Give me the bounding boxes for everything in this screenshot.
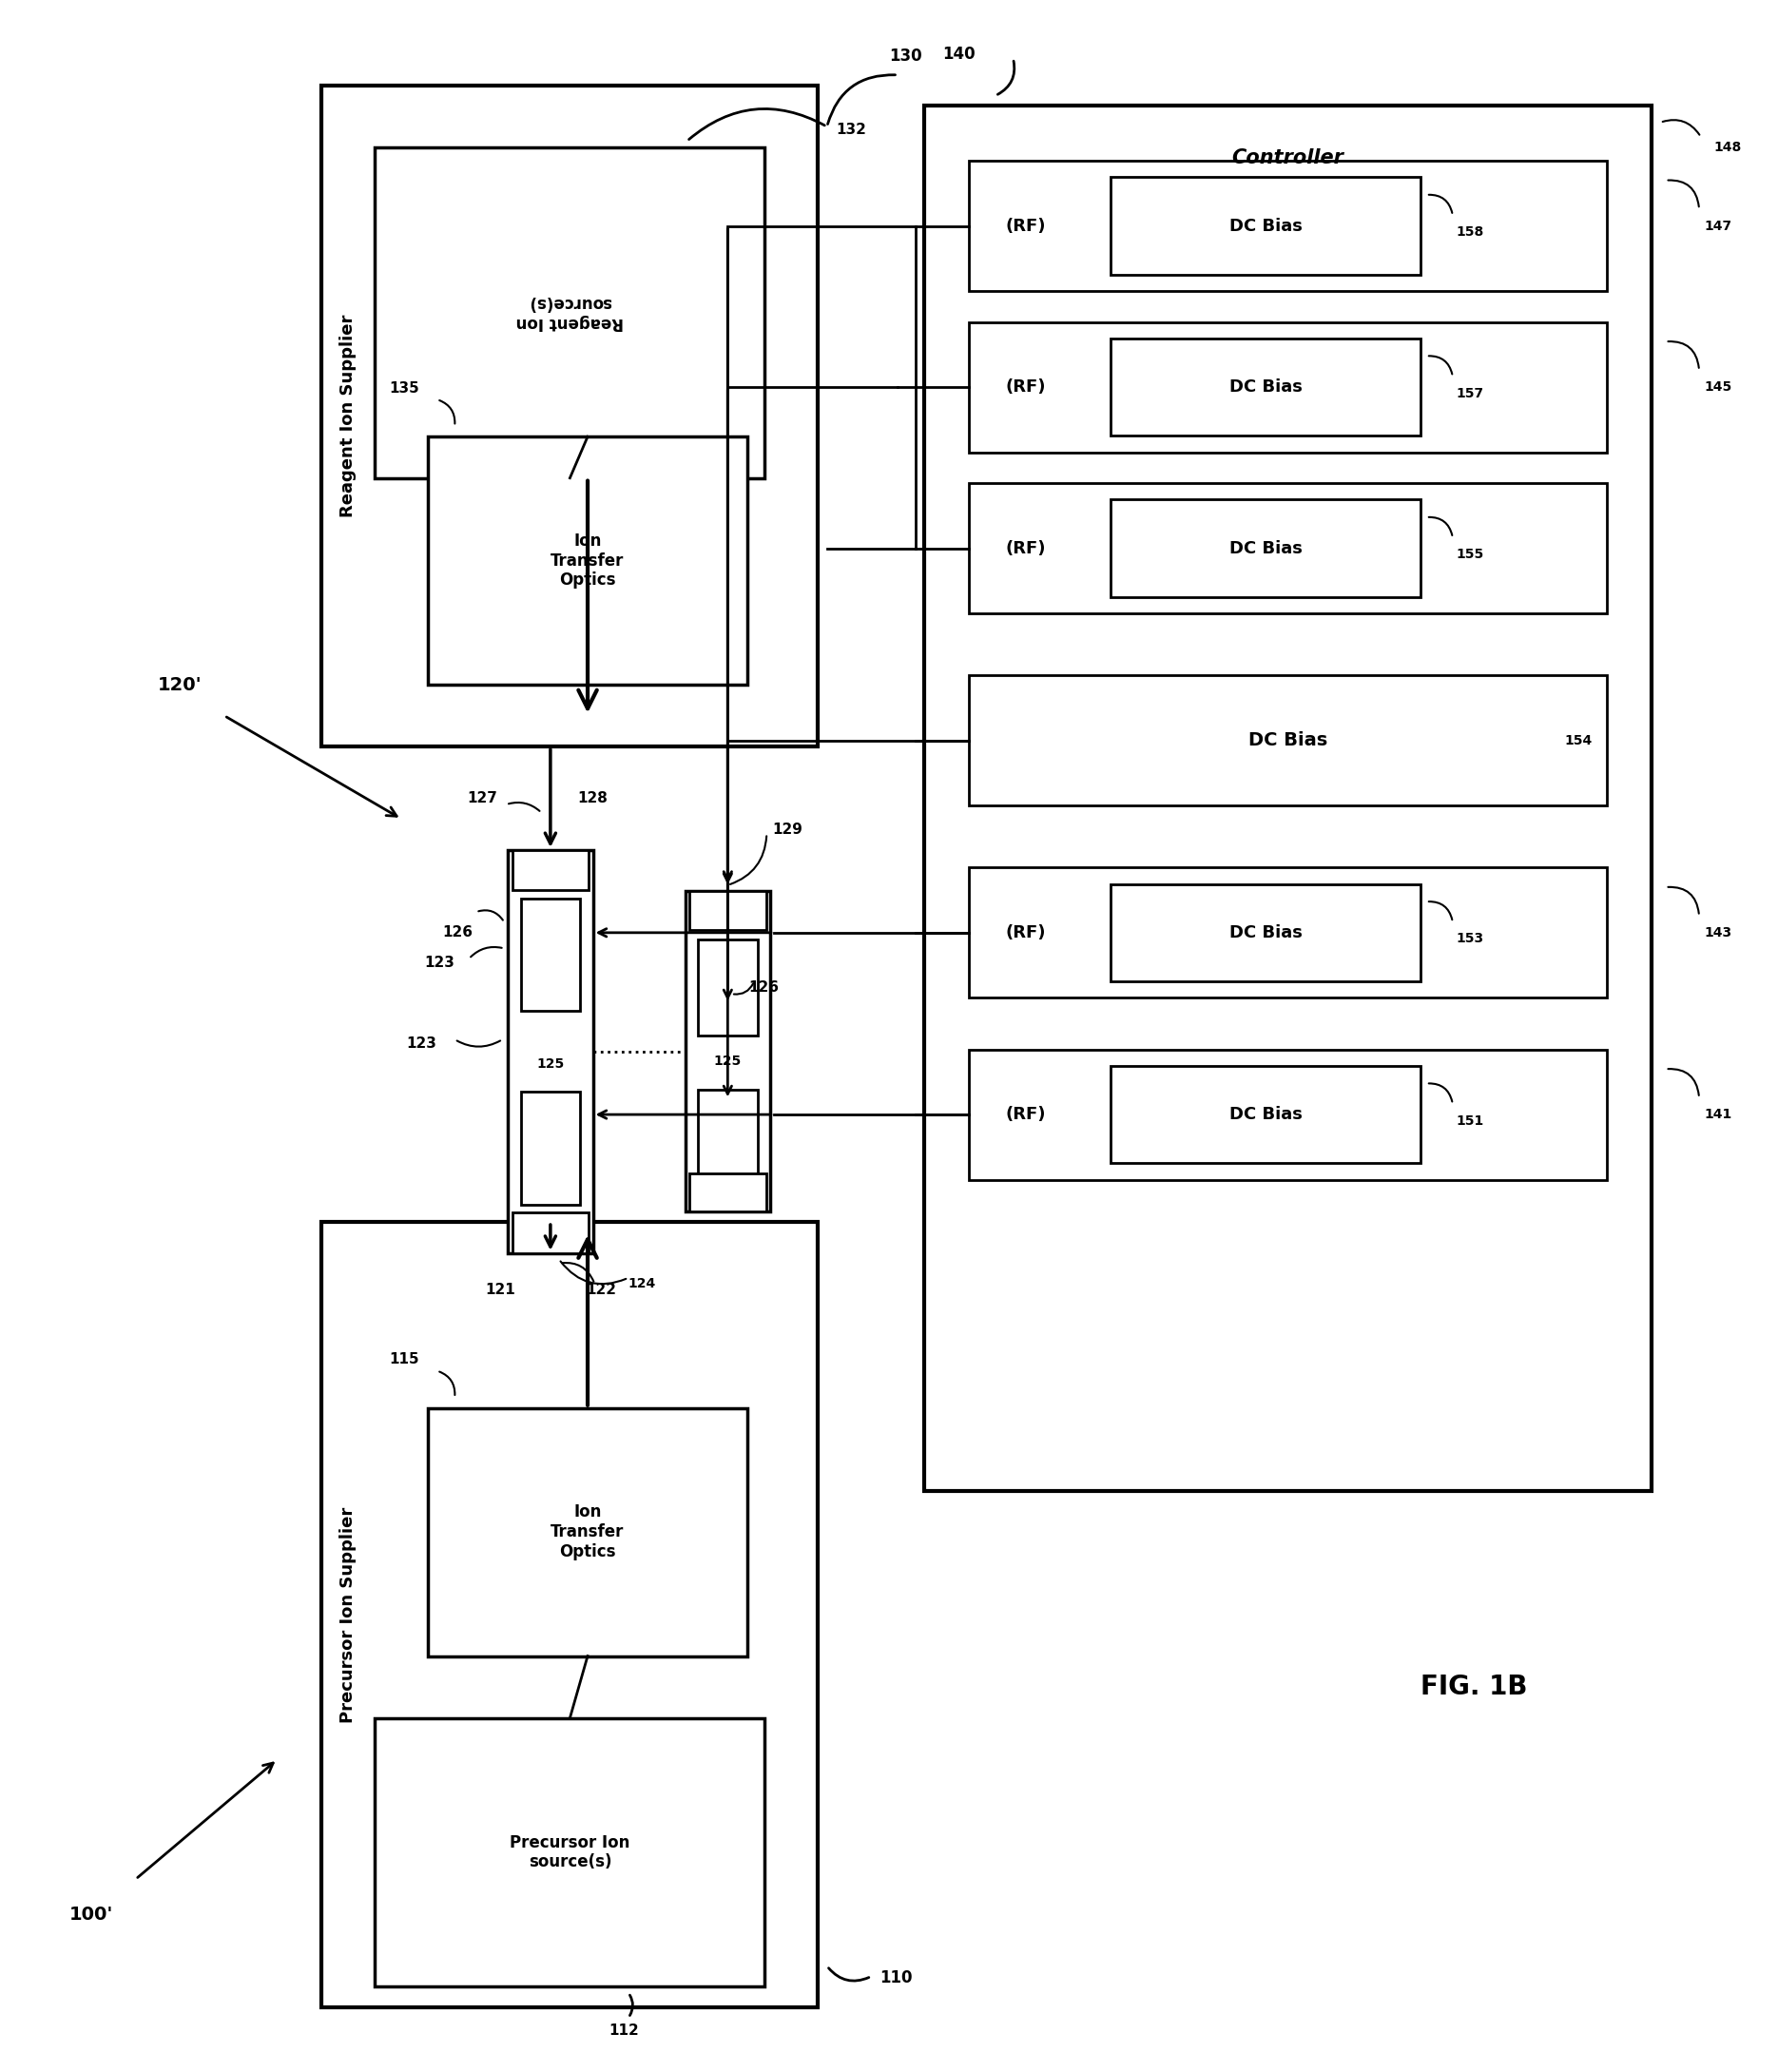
FancyBboxPatch shape: [1111, 178, 1421, 274]
Text: 158: 158: [1456, 226, 1485, 238]
Text: 147: 147: [1705, 220, 1732, 232]
FancyBboxPatch shape: [969, 321, 1607, 452]
Text: DC Bias: DC Bias: [1229, 1106, 1301, 1123]
FancyBboxPatch shape: [685, 891, 770, 1212]
FancyBboxPatch shape: [521, 899, 580, 1011]
Text: 130: 130: [889, 48, 923, 64]
Text: 110: 110: [880, 1970, 912, 1987]
FancyBboxPatch shape: [925, 106, 1652, 1490]
Text: Ion
Transfer
Optics: Ion Transfer Optics: [551, 1504, 624, 1560]
FancyBboxPatch shape: [690, 1173, 766, 1212]
Text: 122: 122: [587, 1283, 617, 1297]
Text: 153: 153: [1456, 932, 1485, 945]
FancyBboxPatch shape: [512, 850, 589, 891]
Text: Reagent Ion Supplier: Reagent Ion Supplier: [340, 315, 357, 518]
FancyBboxPatch shape: [512, 1212, 589, 1254]
Text: 125: 125: [537, 1057, 564, 1071]
FancyBboxPatch shape: [969, 483, 1607, 613]
Text: 126: 126: [443, 926, 473, 941]
Text: 112: 112: [608, 2024, 638, 2039]
FancyBboxPatch shape: [699, 939, 757, 1036]
Text: Precursor Ion
source(s): Precursor Ion source(s): [510, 1834, 629, 1871]
Text: FIG. 1B: FIG. 1B: [1421, 1674, 1527, 1701]
Text: 148: 148: [1714, 141, 1741, 153]
FancyBboxPatch shape: [969, 1048, 1607, 1179]
Text: (RF): (RF): [1005, 924, 1045, 941]
FancyBboxPatch shape: [969, 675, 1607, 806]
Text: 121: 121: [485, 1283, 516, 1297]
Text: 100': 100': [69, 1906, 114, 1923]
Text: Controller: Controller: [1232, 147, 1344, 168]
Text: (RF): (RF): [1005, 218, 1045, 234]
Text: 155: 155: [1456, 547, 1485, 562]
FancyBboxPatch shape: [375, 147, 765, 479]
Text: Ion
Transfer
Optics: Ion Transfer Optics: [551, 533, 624, 588]
Text: 126: 126: [749, 980, 779, 995]
Text: 151: 151: [1456, 1115, 1485, 1127]
Text: 123: 123: [407, 1036, 437, 1051]
Text: 129: 129: [772, 823, 802, 837]
FancyBboxPatch shape: [699, 1090, 757, 1185]
Text: 124: 124: [628, 1276, 656, 1291]
Text: 154: 154: [1565, 733, 1593, 748]
Text: Reagent Ion
source(s): Reagent Ion source(s): [516, 294, 624, 332]
Text: (RF): (RF): [1005, 1106, 1045, 1123]
Text: Precursor Ion Supplier: Precursor Ion Supplier: [340, 1506, 357, 1722]
FancyBboxPatch shape: [509, 850, 592, 1254]
Text: DC Bias: DC Bias: [1229, 218, 1301, 234]
FancyBboxPatch shape: [322, 1222, 818, 2008]
Text: 132: 132: [836, 122, 866, 137]
Text: 125: 125: [713, 1055, 741, 1067]
FancyBboxPatch shape: [521, 1092, 580, 1204]
Text: 115: 115: [389, 1353, 420, 1368]
FancyBboxPatch shape: [375, 1718, 765, 1987]
Text: 143: 143: [1705, 926, 1732, 939]
Text: 123: 123: [425, 955, 455, 970]
Text: DC Bias: DC Bias: [1229, 539, 1301, 557]
Text: 127: 127: [468, 792, 498, 806]
FancyBboxPatch shape: [690, 891, 766, 930]
Text: DC Bias: DC Bias: [1248, 731, 1328, 750]
FancyBboxPatch shape: [322, 85, 818, 746]
FancyBboxPatch shape: [969, 162, 1607, 290]
Text: (RF): (RF): [1005, 379, 1045, 396]
Text: 135: 135: [389, 381, 420, 396]
Text: DC Bias: DC Bias: [1229, 924, 1301, 941]
FancyBboxPatch shape: [428, 437, 747, 684]
Text: 120': 120': [158, 675, 203, 694]
Text: 141: 141: [1705, 1109, 1732, 1121]
Text: (RF): (RF): [1005, 539, 1045, 557]
FancyBboxPatch shape: [428, 1409, 747, 1656]
FancyBboxPatch shape: [1111, 338, 1421, 435]
FancyBboxPatch shape: [969, 868, 1607, 999]
Text: 128: 128: [578, 792, 608, 806]
Text: 140: 140: [942, 46, 974, 62]
FancyBboxPatch shape: [1111, 1065, 1421, 1162]
FancyBboxPatch shape: [1111, 885, 1421, 982]
Text: 145: 145: [1705, 381, 1732, 394]
FancyBboxPatch shape: [1111, 499, 1421, 597]
Text: DC Bias: DC Bias: [1229, 379, 1301, 396]
Text: 157: 157: [1456, 387, 1485, 400]
